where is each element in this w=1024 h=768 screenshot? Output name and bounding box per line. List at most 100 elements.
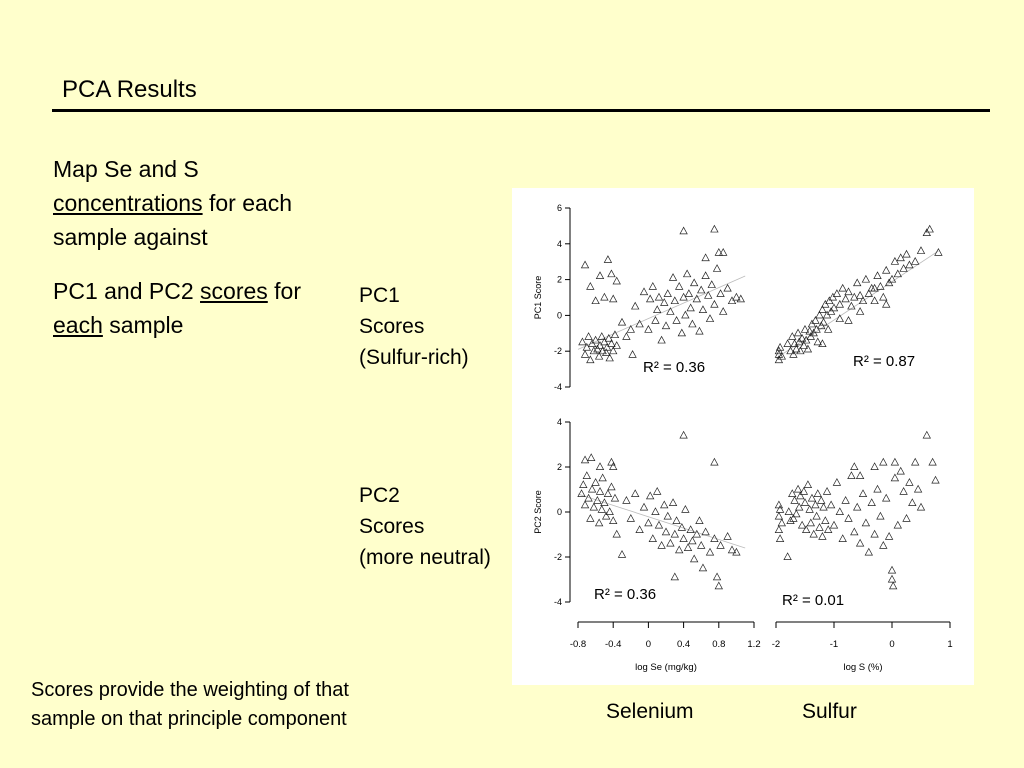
data-point [824,324,833,333]
data-point [858,489,868,497]
data-point [835,299,844,308]
data-point [579,480,588,488]
data-point [609,294,618,303]
data-point [595,487,605,495]
trend-line [577,275,746,350]
data-point [777,351,786,360]
data-point [670,572,679,581]
data-point [610,493,620,502]
data-point [913,484,923,493]
data-point [905,478,914,486]
bullet-1-post: for each sample against [53,190,293,250]
data-point [653,487,662,495]
data-point [796,346,805,355]
data-point [783,339,792,347]
data-point [670,296,679,305]
data-point [835,314,844,322]
data-point [689,278,699,287]
data-point [695,326,704,335]
data-point [631,301,640,310]
data-point [887,274,897,283]
data-point [844,514,853,522]
data-point [870,296,879,305]
data-point [850,292,859,301]
data-point [832,478,842,486]
r-squared-label: R² = 0.01 [782,592,844,609]
bullet-2-pre: PC1 and PC2 [53,278,201,304]
x-tick-label: 0 [889,639,894,650]
data-point [661,527,671,536]
selenium-label: Selenium [606,700,694,723]
data-point [736,294,745,303]
data-point [679,534,688,542]
scatter-plots: -4 -2 0 2 4 6 PC1 Score R² = 0.36 R² = 0.87 -4 -2 0… [533,203,953,673]
data-point [817,496,826,504]
data-point [698,305,708,313]
data-point [651,316,660,324]
data-point [645,491,655,500]
bullet-1-pre: Map Se and S [53,156,199,182]
data-point [668,498,678,506]
data-point [876,282,885,290]
data-point [723,532,732,540]
data-point [807,493,817,502]
data-point [710,299,719,308]
data-point [841,294,850,303]
data-point [801,525,811,533]
data-point [812,511,821,520]
y-tick-label: -4 [554,597,562,607]
data-point [811,316,820,324]
data-point [861,518,871,527]
data-point [692,294,701,303]
data-point [876,511,885,520]
data-point [686,525,695,533]
data-point [610,330,620,339]
data-point [679,226,688,235]
data-point [683,543,693,551]
data-point [626,324,635,333]
data-point [681,310,690,319]
data-point [648,534,657,542]
data-point [628,350,637,358]
data-point [648,282,657,290]
pc2-label-line2: Scores [359,515,425,538]
data-point [850,462,859,470]
data-point [601,511,611,520]
data-point [666,307,675,315]
data-point [672,316,681,324]
y-tick-label: 2 [557,275,562,285]
data-point [890,457,900,466]
data-point [688,319,697,328]
data-point [873,271,882,279]
data-point [835,507,844,515]
bullet-2: PC1 and PC2 scores for each sample [53,274,303,342]
data-point [864,547,873,556]
data-point [698,563,708,572]
data-point [716,289,725,297]
data-point [644,324,653,333]
data-point [774,511,784,520]
data-point [692,529,701,538]
x-tick-label: 0.8 [712,639,725,650]
data-point [580,260,590,269]
data-point [607,339,616,347]
trend-line [775,250,939,359]
r-squared-label: R² = 0.36 [643,359,705,376]
data-point [873,484,882,493]
data-point [803,480,813,488]
data-point [809,529,818,538]
data-point [597,332,606,340]
bullet-2-post: sample [102,312,184,338]
data-point [666,538,675,547]
data-point [925,224,934,233]
data-point [697,285,706,294]
pc1-label-line1: PC1 [359,284,400,307]
y-tick-label: 0 [557,507,562,517]
data-point [594,518,604,527]
data-point [841,496,850,504]
data-point [855,471,865,479]
data-point [777,518,786,527]
data-point [626,514,635,522]
data-point [603,255,613,263]
data-point [732,547,741,556]
